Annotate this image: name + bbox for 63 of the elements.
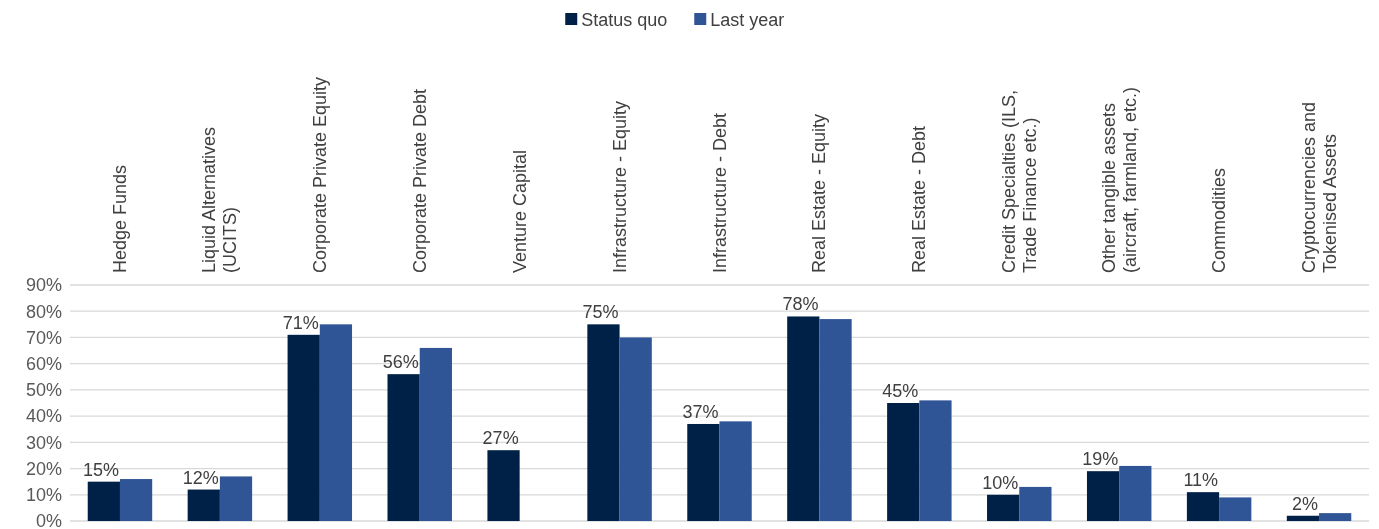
x-tick-label: Infrastructure - Equity (609, 100, 630, 273)
bar (187, 489, 220, 521)
y-tick-label: 70% (25, 327, 62, 348)
data-label: 71% (282, 312, 319, 333)
bar (587, 324, 620, 521)
bar (787, 316, 820, 521)
bar (219, 476, 253, 521)
x-tick-label: Credit Specialties (ILS, Trade Finance etc.) (998, 89, 1040, 273)
y-tick-label: 60% (25, 353, 62, 374)
data-label: 11% (1183, 470, 1219, 491)
x-tick-label: Other tangible assets (aircraft, farmland, etc.) (1098, 86, 1140, 273)
x-tick-label: Commodities (1209, 167, 1230, 273)
bar (887, 403, 920, 521)
x-tick-label: Liquid Alternatives (UCITS) (199, 126, 241, 273)
bar (487, 450, 520, 521)
data-label: 2% (1292, 493, 1319, 514)
bar (1086, 471, 1120, 521)
bar (387, 374, 420, 521)
x-tick-label: Corporate Private Equity (309, 76, 330, 273)
x-tick-label: Hedge Funds (109, 164, 130, 273)
x-tick-label: Cryptocurrencies and Tokenised Assets (1298, 101, 1340, 273)
x-tick-label: Venture Capital (509, 149, 530, 273)
y-tick-label: 40% (25, 406, 62, 427)
data-label: 78% (782, 294, 819, 315)
x-tick-label: Real Estate - Equity (809, 113, 830, 273)
bar (819, 319, 852, 521)
data-label: 27% (482, 428, 519, 449)
y-tick-label: 50% (25, 380, 62, 401)
y-tick-label: 10% (25, 485, 62, 506)
data-label: 56% (382, 352, 419, 373)
y-tick-label: 20% (25, 458, 62, 479)
bar (1119, 465, 1152, 521)
bar (919, 400, 952, 521)
bar (719, 421, 752, 521)
bar (87, 481, 120, 521)
data-label: 75% (582, 302, 619, 323)
x-tick-label: Corporate Private Debt (409, 88, 430, 273)
y-tick-label: 30% (25, 432, 62, 453)
legend-label: Last year (710, 10, 785, 31)
y-tick-label: 90% (25, 275, 62, 296)
x-tick-label: Infrastructure - Debt (709, 112, 730, 273)
bar (1319, 513, 1352, 521)
bar (619, 337, 652, 521)
bar (987, 494, 1020, 521)
bar (1219, 497, 1252, 521)
data-label: 37% (682, 401, 719, 422)
data-label: 19% (1082, 449, 1119, 470)
bar (687, 423, 720, 521)
bar (287, 334, 320, 521)
bar (419, 347, 452, 521)
bar (119, 479, 153, 521)
data-label: 45% (882, 381, 919, 401)
bar (1019, 486, 1052, 521)
y-tick-label: 80% (25, 301, 62, 322)
legend-label: Status quo (581, 10, 668, 31)
y-tick-label: 0% (35, 511, 62, 529)
bar (319, 324, 353, 521)
bar (1286, 515, 1320, 521)
bar (1186, 492, 1220, 521)
x-tick-label: Real Estate - Debt (909, 125, 930, 273)
data-label: 10% (982, 472, 1019, 493)
data-label: 15% (82, 459, 119, 480)
data-label: 12% (182, 467, 219, 488)
